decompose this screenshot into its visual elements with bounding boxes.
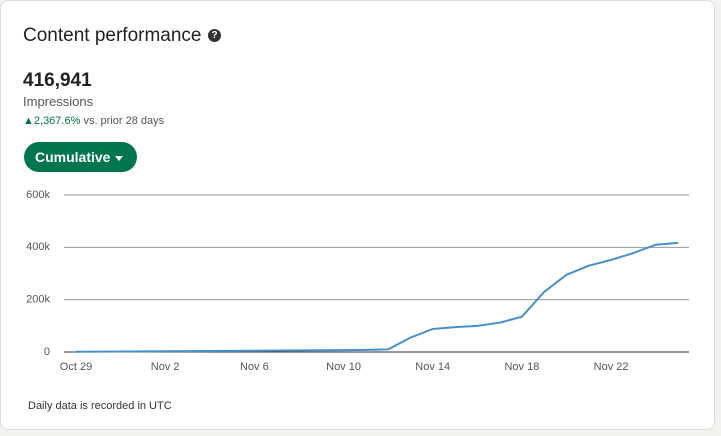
metric-label: Impressions xyxy=(23,94,94,109)
y-tick-label: 400k xyxy=(26,241,50,253)
x-tick-label: Nov 22 xyxy=(594,361,629,373)
y-tick-label: 200k xyxy=(26,294,50,306)
comparison: vs. prior 28 days xyxy=(83,115,165,127)
y-tick-label: 600k xyxy=(26,189,50,201)
button-label: Cumulative xyxy=(35,149,111,165)
metric-change-row: ▲2,367.6% vs. prior 28 days xyxy=(23,115,164,127)
x-tick-label: Nov 2 xyxy=(151,361,180,373)
card: Content performance ? 416,941 Impression… xyxy=(0,0,715,430)
x-tick-label: Nov 10 xyxy=(326,361,361,373)
caret xyxy=(115,155,124,161)
x-tick-label: Nov 6 xyxy=(240,361,269,373)
x-tick-label: Nov 18 xyxy=(504,361,539,373)
cumulative-dropdown[interactable]: Cumulative xyxy=(24,142,138,172)
x-tick-label: Oct 29 xyxy=(60,361,92,373)
chart: 0 200k 400k 600k Oct 29 Nov 2 Nov 6 Nov 10 Nov 1… xyxy=(26,189,689,373)
x-tick-label: Nov 14 xyxy=(415,361,450,373)
up-arrow: ▲ xyxy=(23,115,34,127)
help-icon[interactable]: ? xyxy=(208,29,221,42)
impressions-line xyxy=(75,241,679,353)
metric-value: 416,941 xyxy=(23,70,92,91)
card-title: Content performance xyxy=(23,25,202,46)
metric-change: 2,367.6% xyxy=(33,115,81,127)
footer-note: Daily data is recorded in UTC xyxy=(28,400,172,412)
y-tick-label: 0 xyxy=(44,346,50,358)
